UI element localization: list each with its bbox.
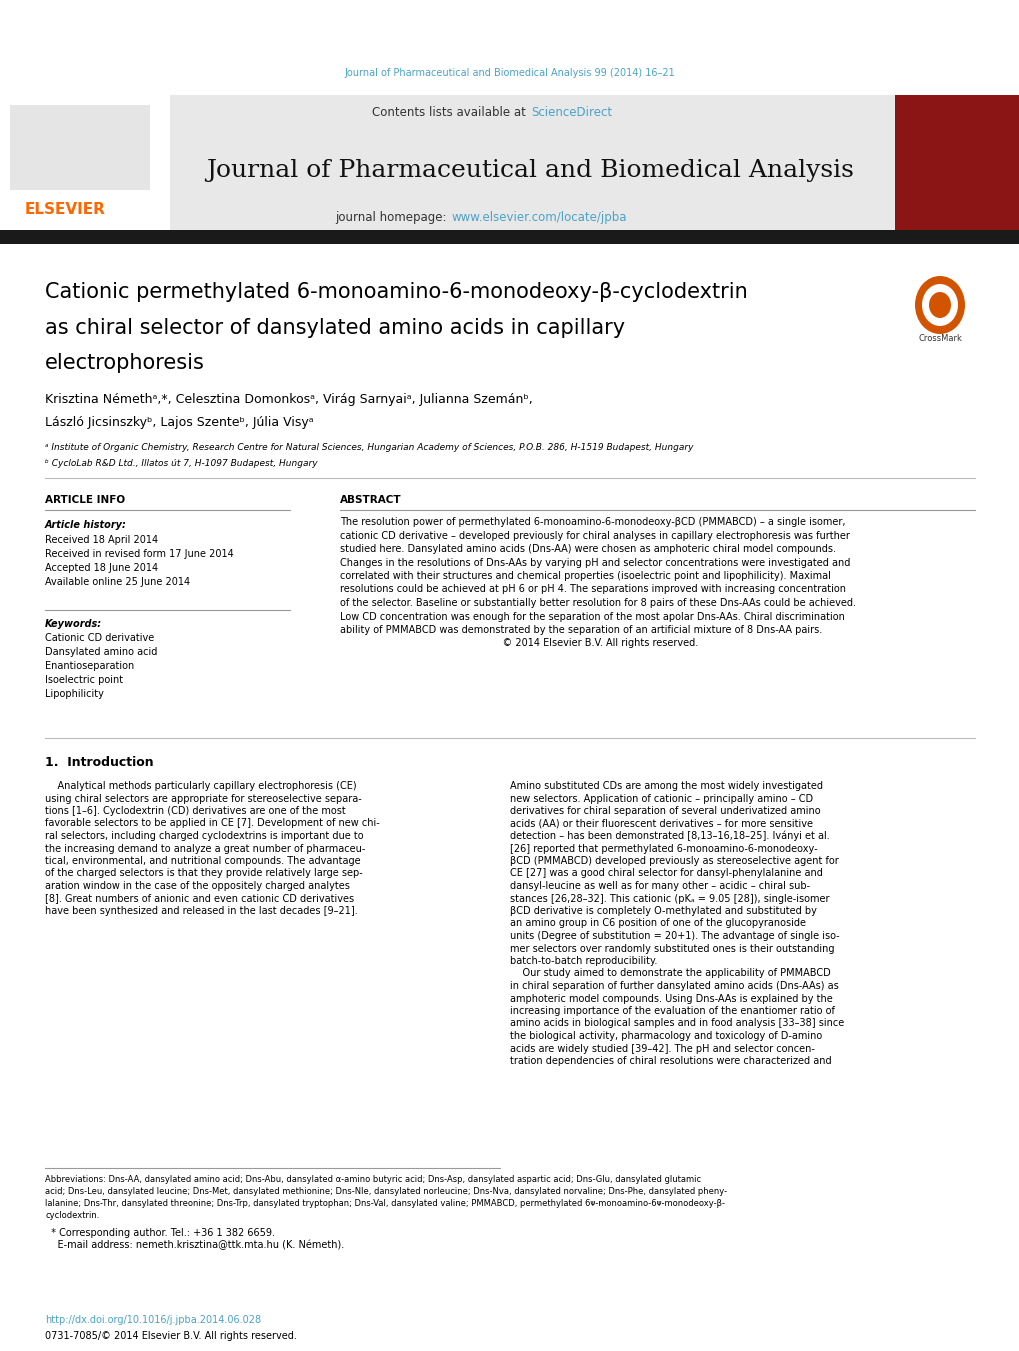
Text: new selectors. Application of cationic – principally amino – CD: new selectors. Application of cationic –… (510, 793, 812, 804)
Text: mer selectors over randomly substituted ones is their outstanding: mer selectors over randomly substituted … (510, 943, 834, 954)
Text: favorable selectors to be applied in CE [7]. Development of new chi-: favorable selectors to be applied in CE … (45, 819, 379, 828)
Bar (0, 95, 1019, 240)
Text: ᵇ CycloLab R&D Ltd., Illatos út 7, H-1097 Budapest, Hungary: ᵇ CycloLab R&D Ltd., Illatos út 7, H-109… (45, 458, 317, 467)
Text: Contents lists available at: Contents lists available at (372, 107, 530, 119)
Text: in chiral separation of further dansylated amino acids (Dns-AAs) as: in chiral separation of further dansylat… (510, 981, 838, 992)
Text: resolutions could be achieved at pH 6 or pH 4. The separations improved with inc: resolutions could be achieved at pH 6 or… (339, 585, 845, 594)
Text: 0731-7085/© 2014 Elsevier B.V. All rights reserved.: 0731-7085/© 2014 Elsevier B.V. All right… (45, 1331, 297, 1342)
Ellipse shape (914, 276, 964, 334)
Text: Journal of Pharmaceutical and Biomedical Analysis: Journal of Pharmaceutical and Biomedical… (206, 158, 853, 181)
Text: CrossMark: CrossMark (917, 334, 961, 343)
Text: amino acids in biological samples and in food analysis [33–38] since: amino acids in biological samples and in… (510, 1019, 844, 1028)
Text: ability of PMMABCD was demonstrated by the separation of an artificial mixture o: ability of PMMABCD was demonstrated by t… (339, 626, 821, 635)
Text: detection – has been demonstrated [8,13–16,18–25]. Iványi et al.: detection – has been demonstrated [8,13–… (510, 831, 828, 842)
Text: Enantioseparation: Enantioseparation (45, 661, 135, 671)
Text: Journal of Pharmaceutical and Biomedical Analysis 99 (2014) 16–21: Journal of Pharmaceutical and Biomedical… (344, 68, 675, 78)
Text: ABSTRACT: ABSTRACT (339, 494, 401, 505)
Text: tions [1–6]. Cyclodextrin (CD) derivatives are one of the most: tions [1–6]. Cyclodextrin (CD) derivativ… (45, 807, 345, 816)
Text: acids (AA) or their fluorescent derivatives – for more sensitive: acids (AA) or their fluorescent derivati… (510, 819, 812, 828)
Text: Abbreviations: Dns-AA, dansylated amino acid; Dns-Abu, dansylated α-amino butyri: Abbreviations: Dns-AA, dansylated amino … (45, 1175, 700, 1185)
Text: Received 18 April 2014: Received 18 April 2014 (45, 535, 158, 544)
Text: Article history:: Article history: (45, 520, 126, 530)
Text: ELSEVIER: ELSEVIER (25, 203, 106, 218)
Text: amphoteric model compounds. Using Dns-AAs is explained by the: amphoteric model compounds. Using Dns-AA… (510, 993, 832, 1004)
Text: units (Degree of substitution = 20+1). The advantage of single iso-: units (Degree of substitution = 20+1). T… (510, 931, 839, 942)
Text: tical, environmental, and nutritional compounds. The advantage: tical, environmental, and nutritional co… (45, 857, 361, 866)
Text: Keywords:: Keywords: (45, 619, 102, 630)
Text: CE [27] was a good chiral selector for dansyl-phenylalanine and: CE [27] was a good chiral selector for d… (510, 869, 822, 878)
Text: have been synthesized and released in the last decades [9–21].: have been synthesized and released in th… (45, 907, 358, 916)
Text: of the charged selectors is that they provide relatively large sep-: of the charged selectors is that they pr… (45, 869, 363, 878)
Text: Our study aimed to demonstrate the applicability of PMMABCD: Our study aimed to demonstrate the appli… (510, 969, 829, 978)
Text: ᵃ Institute of Organic Chemistry, Research Centre for Natural Sciences, Hungaria: ᵃ Institute of Organic Chemistry, Resear… (45, 443, 693, 451)
Text: aration window in the case of the oppositely charged analytes: aration window in the case of the opposi… (45, 881, 350, 892)
Text: correlated with their structures and chemical properties (isoelectric point and : correlated with their structures and che… (339, 571, 830, 581)
Text: Dansylated amino acid: Dansylated amino acid (45, 647, 157, 657)
Text: [26] reported that permethylated 6-monoamino-6-monodeoxy-: [26] reported that permethylated 6-monoa… (510, 843, 817, 854)
Text: ral selectors, including charged cyclodextrins is important due to: ral selectors, including charged cyclode… (45, 831, 363, 842)
Text: lalanine; Dns-Thr, dansylated threonine; Dns-Trp, dansylated tryptophan; Dns-Val: lalanine; Dns-Thr, dansylated threonine;… (45, 1200, 725, 1209)
Text: http://dx.doi.org/10.1016/j.jpba.2014.06.028: http://dx.doi.org/10.1016/j.jpba.2014.06… (45, 1315, 261, 1325)
Text: cyclodextrin.: cyclodextrin. (45, 1212, 99, 1220)
Ellipse shape (921, 284, 957, 326)
Text: Accepted 18 June 2014: Accepted 18 June 2014 (45, 563, 158, 573)
Text: Low CD concentration was enough for the separation of the most apolar Dns-AAs. C: Low CD concentration was enough for the … (339, 612, 844, 621)
Bar (0, 95, 170, 240)
Text: tration dependencies of chiral resolutions were characterized and: tration dependencies of chiral resolutio… (510, 1056, 830, 1066)
Text: [8]. Great numbers of anionic and even cationic CD derivatives: [8]. Great numbers of anionic and even c… (45, 893, 354, 904)
Bar (0, 230, 1019, 245)
Text: cationic CD derivative – developed previously for chiral analyses in capillary e: cationic CD derivative – developed previ… (339, 531, 849, 540)
Text: The resolution power of permethylated 6-monoamino-6-monodeoxy-βCD (PMMABCD) – a : The resolution power of permethylated 6-… (339, 517, 845, 527)
Text: Cationic permethylated 6-monoamino-6-monodeoxy-β-cyclodextrin: Cationic permethylated 6-monoamino-6-mon… (45, 282, 747, 303)
Text: Krisztina Némethᵃ,*, Celesztina Domonkosᵃ, Virág Sarnyaiᵃ, Julianna Szemánᵇ,: Krisztina Némethᵃ,*, Celesztina Domonkos… (45, 393, 532, 407)
Text: batch-to-batch reproducibility.: batch-to-batch reproducibility. (510, 957, 656, 966)
Text: Amino substituted CDs are among the most widely investigated: Amino substituted CDs are among the most… (510, 781, 822, 790)
Text: increasing importance of the evaluation of the enantiomer ratio of: increasing importance of the evaluation … (510, 1006, 835, 1016)
Text: ARTICLE INFO: ARTICLE INFO (45, 494, 125, 505)
Text: the increasing demand to analyze a great number of pharmaceu-: the increasing demand to analyze a great… (45, 843, 365, 854)
Text: studied here. Dansylated amino acids (Dns-AA) were chosen as amphoteric chiral m: studied here. Dansylated amino acids (Dn… (339, 544, 836, 554)
Text: Lipophilicity: Lipophilicity (45, 689, 104, 698)
Text: * Corresponding author. Tel.: +36 1 382 6659.: * Corresponding author. Tel.: +36 1 382 … (45, 1228, 275, 1238)
Text: Cationic CD derivative: Cationic CD derivative (45, 634, 154, 643)
Bar (894, 95, 1019, 240)
Text: of the selector. Baseline or substantially better resolution for 8 pairs of thes: of the selector. Baseline or substantial… (339, 598, 855, 608)
Text: acid; Dns-Leu, dansylated leucine; Dns-Met, dansylated methionine; Dns-Nle, dans: acid; Dns-Leu, dansylated leucine; Dns-M… (45, 1188, 727, 1197)
Text: www.elsevier.com/locate/jpba: www.elsevier.com/locate/jpba (451, 212, 627, 224)
Ellipse shape (928, 292, 950, 317)
Text: journal homepage:: journal homepage: (334, 212, 449, 224)
Text: electrophoresis: electrophoresis (45, 353, 205, 373)
Text: Available online 25 June 2014: Available online 25 June 2014 (45, 577, 190, 586)
Text: βCD (PMMABCD) developed previously as stereoselective agent for: βCD (PMMABCD) developed previously as st… (510, 857, 838, 866)
Text: Received in revised form 17 June 2014: Received in revised form 17 June 2014 (45, 549, 233, 559)
Text: using chiral selectors are appropriate for stereoselective separa-: using chiral selectors are appropriate f… (45, 793, 362, 804)
Text: acids are widely studied [39–42]. The pH and selector concen-: acids are widely studied [39–42]. The pH… (510, 1043, 814, 1054)
Text: © 2014 Elsevier B.V. All rights reserved.: © 2014 Elsevier B.V. All rights reserved… (339, 639, 698, 648)
Text: Changes in the resolutions of Dns-AAs by varying pH and selector concentrations : Changes in the resolutions of Dns-AAs by… (339, 558, 850, 567)
Text: an amino group in C6 position of one of the glucopyranoside: an amino group in C6 position of one of … (510, 919, 805, 928)
Text: the biological activity, pharmacology and toxicology of D-amino: the biological activity, pharmacology an… (510, 1031, 821, 1042)
Text: βCD derivative is completely O-methylated and substituted by: βCD derivative is completely O-methylate… (510, 907, 816, 916)
Bar (10, 105, 150, 190)
Text: E-mail address: nemeth.krisztina@ttk.mta.hu (K. Németh).: E-mail address: nemeth.krisztina@ttk.mta… (45, 1240, 344, 1250)
Text: stances [26,28–32]. This cationic (pKₐ = 9.05 [28]), single-isomer: stances [26,28–32]. This cationic (pKₐ =… (510, 893, 828, 904)
Text: ScienceDirect: ScienceDirect (531, 107, 611, 119)
Text: Isoelectric point: Isoelectric point (45, 676, 123, 685)
Text: 1.  Introduction: 1. Introduction (45, 755, 154, 769)
Text: as chiral selector of dansylated amino acids in capillary: as chiral selector of dansylated amino a… (45, 317, 625, 338)
Text: Analytical methods particularly capillary electrophoresis (CE): Analytical methods particularly capillar… (45, 781, 357, 790)
Text: derivatives for chiral separation of several underivatized amino: derivatives for chiral separation of sev… (510, 807, 820, 816)
Text: dansyl-leucine as well as for many other – acidic – chiral sub-: dansyl-leucine as well as for many other… (510, 881, 809, 892)
Text: László Jicsinszkyᵇ, Lajos Szenteᵇ, Júlia Visyᵃ: László Jicsinszkyᵇ, Lajos Szenteᵇ, Júlia… (45, 416, 313, 428)
